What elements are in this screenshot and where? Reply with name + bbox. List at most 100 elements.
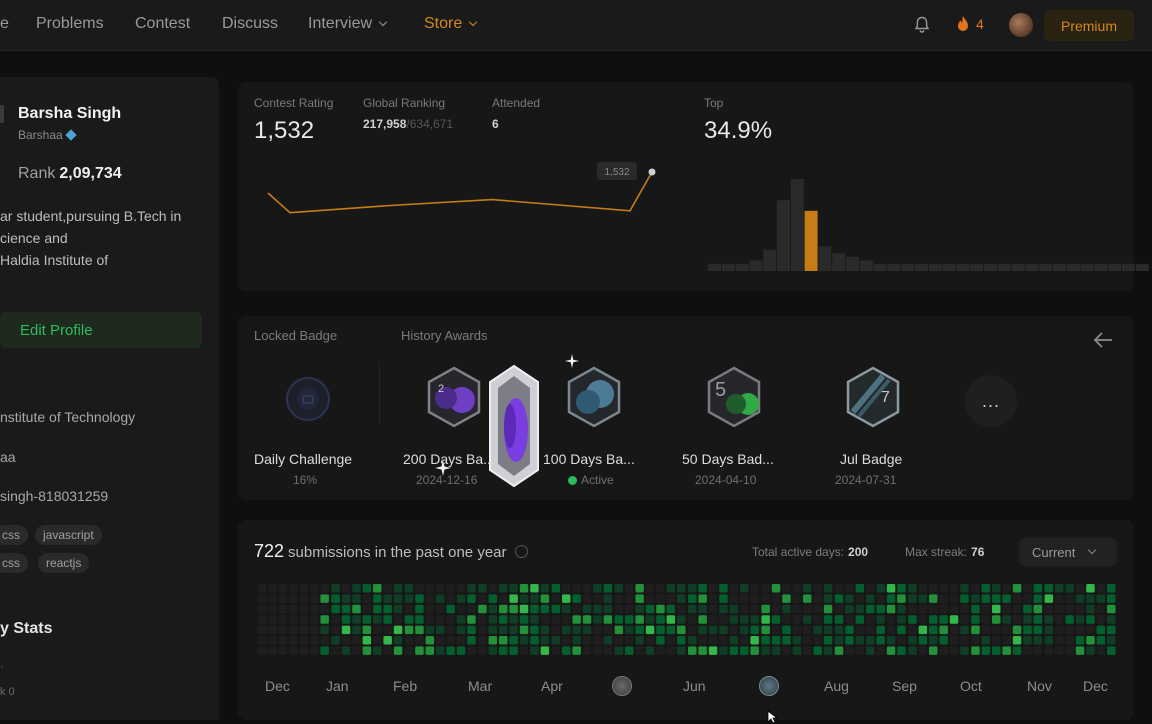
heatmap-cell bbox=[835, 615, 844, 624]
heatmap-cell bbox=[772, 615, 781, 624]
heatmap-cell bbox=[919, 584, 928, 593]
heatmap-cell bbox=[1045, 605, 1054, 614]
heatmap-cell bbox=[552, 615, 561, 624]
heatmap-cell bbox=[1065, 626, 1074, 635]
heatmap-cell bbox=[793, 615, 802, 624]
heatmap-cell bbox=[604, 594, 613, 603]
heatmap-cell bbox=[835, 594, 844, 603]
heatmap-cell bbox=[457, 605, 466, 614]
heatmap-cell bbox=[866, 615, 875, 624]
heatmap-cell bbox=[426, 636, 435, 645]
heatmap-cell bbox=[656, 615, 665, 624]
heatmap-cell bbox=[415, 594, 424, 603]
heatmap-cell bbox=[310, 636, 319, 645]
heatmap-cell bbox=[740, 615, 749, 624]
heatmap-cell bbox=[646, 594, 655, 603]
heatmap-cell bbox=[992, 636, 1001, 645]
heatmap-cell bbox=[593, 594, 602, 603]
heatmap-cell bbox=[279, 594, 288, 603]
heatmap-cell bbox=[845, 626, 854, 635]
heatmap-cell bbox=[950, 636, 959, 645]
heatmap-cell bbox=[258, 626, 267, 635]
month-label: Feb bbox=[393, 678, 417, 694]
heatmap-cell bbox=[1076, 605, 1085, 614]
heatmap-cell bbox=[373, 636, 382, 645]
heatmap-cell bbox=[709, 636, 718, 645]
heatmap-cell bbox=[615, 605, 624, 614]
heatmap-cell bbox=[709, 594, 718, 603]
heatmap-cell bbox=[593, 636, 602, 645]
heatmap-cell bbox=[604, 646, 613, 655]
jul-badge-icon[interactable] bbox=[759, 676, 779, 696]
heatmap-cell bbox=[677, 636, 686, 645]
heatmap-cell bbox=[426, 605, 435, 614]
heatmap-cell bbox=[320, 615, 329, 624]
heatmap-cell bbox=[1086, 636, 1095, 645]
heatmap-cell bbox=[845, 584, 854, 593]
heatmap-cell bbox=[499, 626, 508, 635]
heatmap-cell bbox=[352, 636, 361, 645]
heatmap-cell bbox=[960, 615, 969, 624]
heatmap-cell bbox=[572, 605, 581, 614]
heatmap-cell bbox=[1055, 615, 1064, 624]
heatmap-cell bbox=[1107, 636, 1116, 645]
heatmap-cell bbox=[352, 646, 361, 655]
heatmap-cell bbox=[982, 605, 991, 614]
heatmap-cell bbox=[982, 646, 991, 655]
heatmap-cell bbox=[562, 605, 571, 614]
heatmap-cell bbox=[604, 615, 613, 624]
heatmap-cell bbox=[342, 615, 351, 624]
heatmap-cell bbox=[887, 594, 896, 603]
heatmap-cell bbox=[677, 605, 686, 614]
heatmap-cell bbox=[635, 646, 644, 655]
heatmap-cell bbox=[509, 584, 518, 593]
heatmap-cell bbox=[615, 594, 624, 603]
heatmap-cell bbox=[363, 584, 372, 593]
may-badge-icon[interactable] bbox=[612, 676, 632, 696]
heatmap-cell bbox=[698, 636, 707, 645]
heatmap-cell bbox=[908, 646, 917, 655]
heatmap-cell bbox=[405, 615, 414, 624]
heatmap-cell bbox=[478, 615, 487, 624]
heatmap-cell bbox=[289, 584, 298, 593]
heatmap-cell bbox=[310, 646, 319, 655]
heatmap-cell bbox=[950, 594, 959, 603]
heatmap-cell bbox=[552, 626, 561, 635]
heatmap-cell bbox=[373, 584, 382, 593]
heatmap-cell bbox=[509, 605, 518, 614]
heatmap-cell bbox=[583, 626, 592, 635]
heatmap-cell bbox=[866, 605, 875, 614]
heatmap-cell bbox=[1023, 594, 1031, 603]
heatmap-cell bbox=[415, 584, 424, 593]
heatmap-cell bbox=[856, 636, 865, 645]
heatmap-cell bbox=[457, 594, 466, 603]
heatmap-cell bbox=[478, 626, 487, 635]
heatmap-cell bbox=[960, 636, 969, 645]
heatmap-cell bbox=[1097, 605, 1106, 614]
heatmap-cell bbox=[919, 626, 928, 635]
heatmap-cell bbox=[772, 584, 781, 593]
heatmap-cell bbox=[1013, 605, 1022, 614]
heatmap-cell bbox=[667, 584, 676, 593]
heatmap-cell bbox=[866, 594, 875, 603]
heatmap-cell bbox=[876, 605, 885, 614]
heatmap-cell bbox=[813, 605, 822, 614]
heatmap-cell bbox=[719, 615, 728, 624]
heatmap-cell bbox=[939, 626, 948, 635]
heatmap-cell bbox=[467, 615, 476, 624]
heatmap-cell bbox=[572, 615, 581, 624]
heatmap-cell bbox=[1107, 605, 1116, 614]
heatmap-cell bbox=[635, 615, 644, 624]
heatmap-cell bbox=[310, 615, 319, 624]
heatmap-cell bbox=[793, 646, 802, 655]
heatmap-cell bbox=[1002, 646, 1011, 655]
heatmap-cell bbox=[279, 615, 288, 624]
heatmap-cell bbox=[793, 636, 802, 645]
heatmap-cell bbox=[478, 636, 487, 645]
heatmap-cell bbox=[289, 594, 298, 603]
heatmap-cell bbox=[405, 605, 414, 614]
heatmap-cell bbox=[719, 605, 728, 614]
heatmap-cell bbox=[331, 605, 340, 614]
heatmap-cell bbox=[1086, 626, 1095, 635]
heatmap-cell bbox=[897, 615, 906, 624]
